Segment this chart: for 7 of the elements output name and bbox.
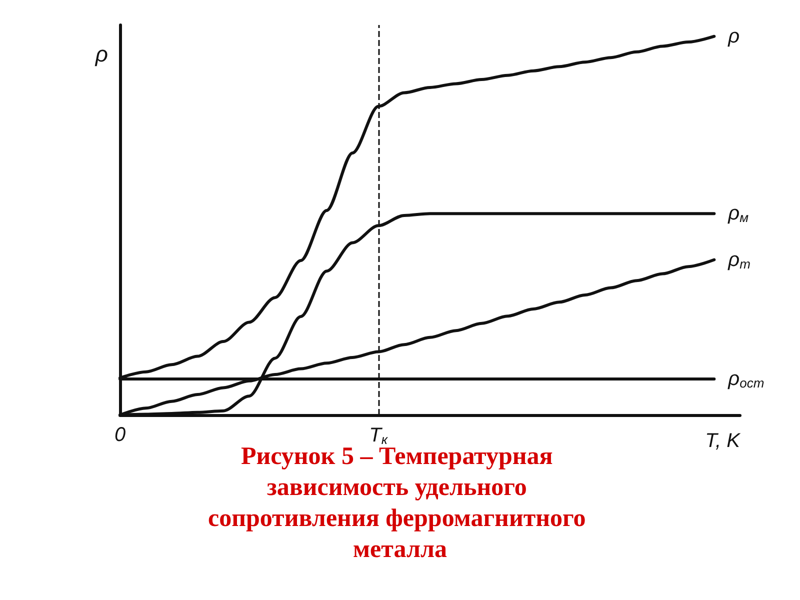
series-label: ρост (727, 368, 764, 391)
series-label: ρм (727, 202, 749, 226)
series-label: ρт (727, 248, 751, 272)
x-tick-label: 0 (114, 424, 126, 446)
y-axis-title: ρ (94, 42, 108, 66)
x-axis-title: T, K (705, 430, 742, 452)
series-label: ρ (727, 25, 740, 48)
